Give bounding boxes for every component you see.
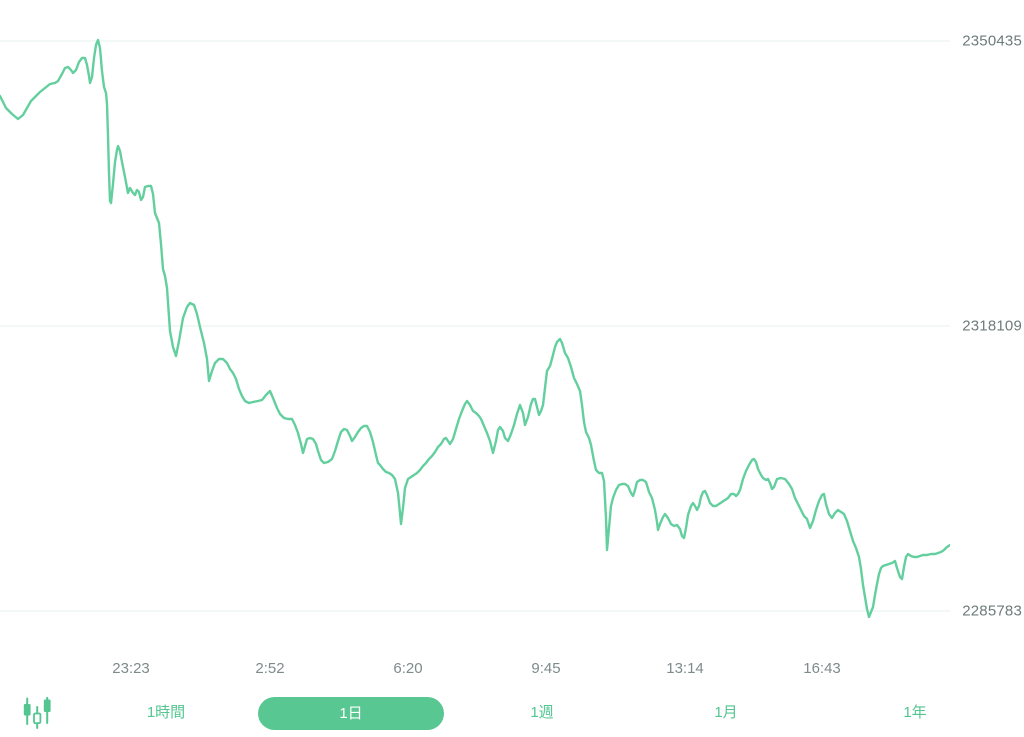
candlestick-chart-toggle-button[interactable] bbox=[21, 696, 53, 732]
range-button-1month[interactable]: 1月 bbox=[706, 696, 745, 730]
x-axis-label: 9:45 bbox=[531, 660, 561, 677]
y-axis-label: 2350435 bbox=[962, 32, 1022, 50]
y-axis-label: 2318109 bbox=[962, 317, 1022, 335]
range-button-1hour[interactable]: 1時間 bbox=[139, 696, 193, 730]
range-button-1year[interactable]: 1年 bbox=[895, 696, 934, 730]
x-axis-label: 16:43 bbox=[803, 660, 841, 677]
y-axis-label: 2285783 bbox=[962, 602, 1022, 620]
x-axis-label: 23:23 bbox=[112, 660, 150, 677]
range-button-1week[interactable]: 1週 bbox=[522, 696, 561, 730]
candlestick-icon bbox=[22, 696, 52, 732]
x-axis-label: 2:52 bbox=[255, 660, 285, 677]
price-chart[interactable]: 2350435 2318109 2285783 23:23 2:52 6:20 … bbox=[0, 0, 1024, 690]
x-axis-label: 6:20 bbox=[393, 660, 423, 677]
x-axis-label: 13:14 bbox=[666, 660, 704, 677]
range-button-1day[interactable]: 1日 bbox=[258, 697, 444, 730]
price-line-chart bbox=[0, 38, 950, 619]
period-toolbar: 1時間 1日 1週 1月 1年 bbox=[0, 696, 1024, 730]
